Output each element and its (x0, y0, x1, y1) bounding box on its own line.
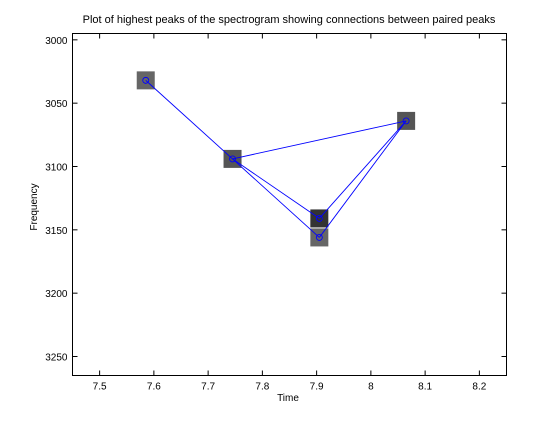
connection-line (232, 158, 320, 219)
y-tick-label: 3050 (45, 99, 68, 110)
x-tick-label: 7.8 (255, 382, 269, 393)
x-tick-label: 8.1 (418, 382, 432, 393)
peak-point-marker (315, 233, 323, 241)
x-axis-label: Time (277, 393, 299, 404)
plot-area: 7.5 7.6 7.7 7.8 7.9 8 8.1 8.2 3000 3050 3100 3150 32… (45, 33, 507, 393)
y-tick-label: 3200 (45, 289, 68, 300)
y-axis-label: Frequency (29, 183, 40, 230)
x-tick-label: 8 (368, 382, 374, 393)
axes-frame (72, 33, 507, 376)
y-tick-label: 3150 (45, 226, 68, 237)
y-tick-label: 3000 (45, 36, 68, 47)
x-tick-label: 8.2 (472, 382, 486, 393)
peak-point-marker (229, 155, 236, 163)
connection-line (232, 158, 320, 238)
connection-line (318, 120, 407, 238)
connection-line (232, 120, 407, 160)
x-tick-label: 7.5 (93, 382, 107, 393)
peak-square (397, 111, 416, 130)
peak-point-marker (315, 214, 323, 222)
x-tick-label: 7.7 (201, 382, 215, 393)
connection-line (145, 80, 233, 160)
x-tick-label: 7.6 (147, 382, 161, 393)
y-tick-label: 3100 (45, 163, 68, 174)
connection-line (319, 120, 407, 219)
peak-point-marker (402, 117, 410, 125)
chart-title: Plot of highest peaks of the spectrogram… (83, 14, 496, 26)
y-tick-label: 3250 (45, 353, 68, 364)
x-tick-label: 7.9 (310, 382, 324, 393)
peak-point-marker (142, 76, 150, 84)
